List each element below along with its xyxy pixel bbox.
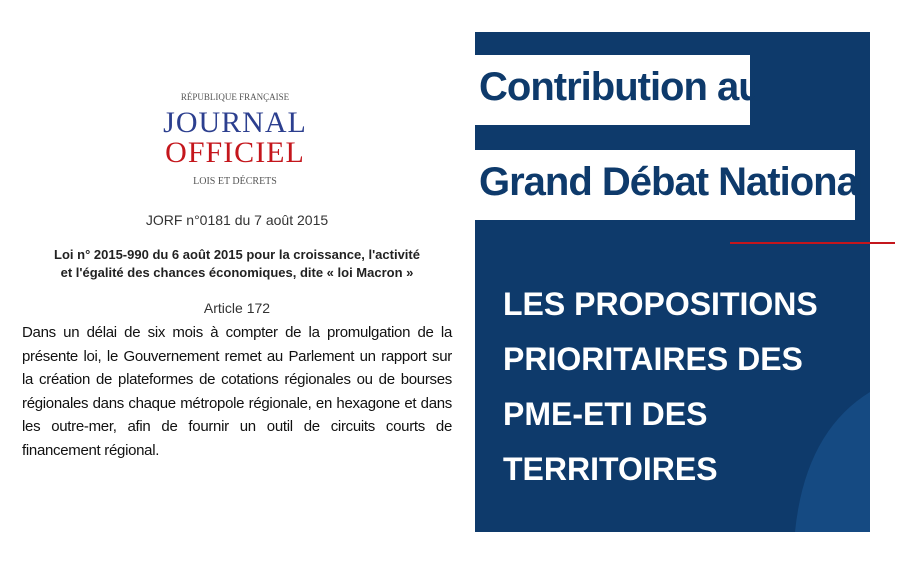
journal-logo: RÉPUBLIQUE FRANÇAISE JOURNAL OFFICIEL LO… (135, 88, 340, 198)
title-box (475, 55, 750, 125)
logo-lois: LOIS ET DÉCRETS (193, 176, 277, 187)
jorf: JORF n°0181 du 7 août 2015 (145, 212, 329, 228)
poster-subtitle: LES PROPOSITIONS PRIORITAIRES DES PME-ET… (503, 277, 818, 497)
subtitle-line: TERRITOIRES (503, 451, 718, 487)
logo-officiel: OFFICIEL (165, 136, 305, 169)
poster-decor (795, 392, 870, 532)
subtitle-line: PRIORITAIRES DES (503, 341, 803, 377)
poster-title: Grand Débat National (479, 160, 869, 204)
logo-republique: RÉPUBLIQUE FRANÇAISE (180, 92, 290, 102)
subtitle-line: LES PROPOSITIONS (503, 286, 818, 322)
title-box (475, 150, 855, 220)
paragraph: Dans un délai de six mois à compter de l… (22, 324, 452, 459)
law-title: Loi n° 2015-990 du 6 août 2015 pour la c… (22, 246, 452, 282)
poster: Contribution au Grand Débat National LES… (475, 32, 870, 532)
logo-journal: JOURNAL (163, 106, 307, 139)
article: Article 172 (203, 300, 271, 316)
poster-title: Contribution au (479, 65, 763, 109)
subtitle-line: PME-ETI DES (503, 396, 708, 432)
law-title-line: et l'égalité des chances économiques, di… (60, 265, 414, 280)
red-rule (730, 242, 895, 244)
law-title-line: Loi n° 2015-990 du 6 août 2015 pour la c… (54, 247, 420, 262)
